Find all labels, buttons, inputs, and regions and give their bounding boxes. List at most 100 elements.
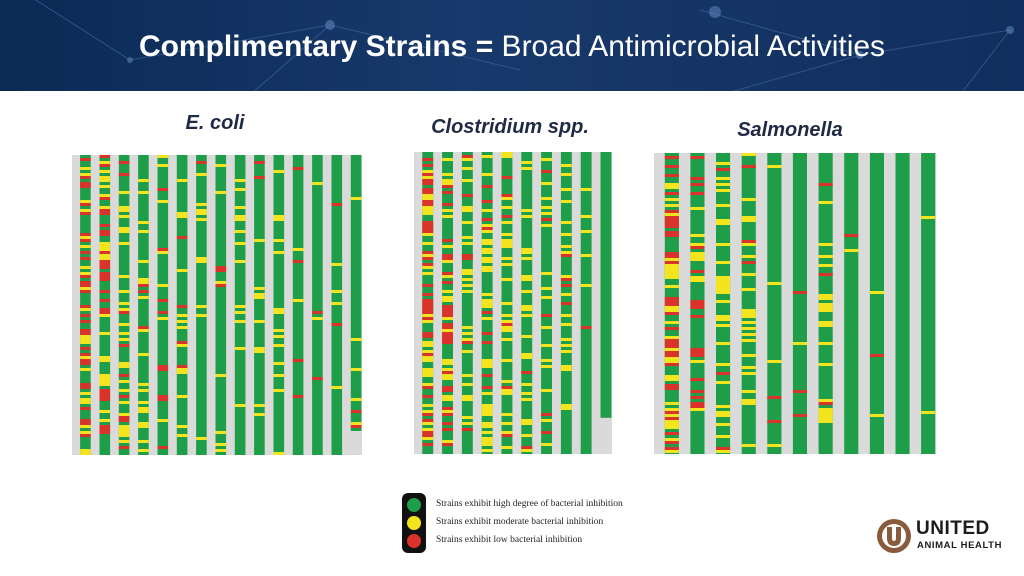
heatmap-cell <box>690 300 705 303</box>
heatmap-cell <box>273 218 285 221</box>
logo-subtitle: ANIMAL HEALTH <box>917 540 1003 551</box>
heatmap-cell <box>442 410 453 413</box>
heatmap-column <box>99 155 111 455</box>
heatmap-cell <box>481 404 493 407</box>
heatmap-cell <box>99 374 111 377</box>
heatmap-cell <box>741 219 756 222</box>
heatmap-cell <box>99 254 111 257</box>
heatmap-column <box>292 155 304 455</box>
heatmap-column <box>215 155 227 455</box>
heatmap-cell <box>118 290 130 293</box>
heatmap-cell <box>541 182 552 185</box>
heatmap-cell <box>422 428 434 431</box>
heatmap-cell <box>664 423 679 426</box>
heatmap-cell <box>501 320 513 323</box>
heatmap-cell <box>818 402 833 405</box>
heatmap-cell <box>422 176 434 179</box>
heatmap-cell <box>138 410 149 413</box>
heatmap-cell <box>521 314 533 317</box>
heatmap-cell <box>422 317 434 320</box>
legend-label-moderate: Strains exhibit moderate bacterial inhib… <box>436 517 604 527</box>
heatmap-cell <box>215 266 227 269</box>
heatmap-cell <box>118 413 130 416</box>
heatmap-cell <box>99 161 111 164</box>
heatmap-cell <box>664 174 679 177</box>
heatmap-cell <box>442 395 453 398</box>
heatmap-cell <box>741 216 756 219</box>
heatmap-cell <box>99 428 111 431</box>
heatmap-cell <box>234 179 246 182</box>
heatmap-cell <box>716 261 731 264</box>
heatmap-cell <box>844 249 859 252</box>
heatmap-cell <box>118 419 130 422</box>
heatmap-cell <box>422 230 434 233</box>
heatmap-cell <box>664 285 679 288</box>
heatmap-column <box>273 155 285 455</box>
heatmap-cell <box>442 203 453 206</box>
heatmap-cell <box>481 299 493 302</box>
heatmap-cell <box>481 413 493 416</box>
heatmap-clostridium <box>414 152 612 454</box>
heatmap-cell <box>664 321 679 324</box>
heatmap-cell <box>99 314 111 317</box>
heatmap-cell <box>521 308 533 311</box>
heatmap-cell <box>422 209 434 212</box>
heatmap-cell <box>818 297 833 300</box>
heatmap-cell <box>422 158 434 161</box>
heatmap-cell <box>118 416 130 419</box>
heatmap-cell <box>664 432 679 435</box>
heatmap-cell <box>176 212 188 215</box>
heatmap-cell <box>215 269 227 272</box>
heatmap-cell <box>521 383 533 386</box>
heatmap-column <box>254 155 265 455</box>
heatmap-cell <box>80 272 91 275</box>
heatmap-cell <box>461 278 473 281</box>
heatmap-cell <box>501 257 513 260</box>
heatmap-cell <box>481 251 493 254</box>
heatmap-cell <box>422 284 434 287</box>
page-title-bold: Complimentary Strains = <box>138 30 494 63</box>
heatmap-cell <box>501 386 513 389</box>
heatmap-cell <box>690 348 705 351</box>
heatmap-cell <box>80 308 91 311</box>
heatmap-cell <box>80 200 91 203</box>
heatmap-cell <box>664 270 679 273</box>
heatmap-cell <box>690 360 705 363</box>
heatmap-cell <box>664 225 679 228</box>
heatmap-cell <box>273 389 285 392</box>
heatmap-cell <box>312 182 323 185</box>
heatmap-cell <box>741 243 756 246</box>
heatmap-cell <box>741 165 756 168</box>
heatmap-cell <box>664 252 679 255</box>
heatmap-cell <box>273 170 285 173</box>
heatmap-cell <box>560 365 572 368</box>
heatmap-column <box>157 155 169 455</box>
heatmap-cell <box>80 203 91 206</box>
network-background-icon <box>34 0 1014 91</box>
heatmap-cell <box>818 183 833 186</box>
heatmap-cell <box>461 206 473 209</box>
heatmap-cell <box>481 410 493 413</box>
heatmap-cell <box>664 450 679 453</box>
heatmap-cell <box>99 224 111 227</box>
heatmap-cell <box>176 365 188 368</box>
heatmap-cell <box>292 248 304 251</box>
heatmap-cell <box>690 390 705 393</box>
heatmap-cell <box>80 209 91 212</box>
heatmap-cell <box>422 443 434 446</box>
heatmap-cell <box>138 401 149 404</box>
heatmap-cell <box>138 281 149 284</box>
heatmap-cell <box>690 378 705 381</box>
heatmap-cell <box>716 423 731 426</box>
heatmap-cell <box>442 413 453 416</box>
heatmap-cell <box>664 354 679 357</box>
heatmap-cell <box>118 227 130 230</box>
heatmap-cell <box>422 335 434 338</box>
heatmap-cell <box>716 162 731 165</box>
heatmap-cell <box>80 398 91 401</box>
heatmap-cell <box>461 236 473 239</box>
yellow-light-icon <box>407 516 421 530</box>
heatmap-cell <box>481 269 493 272</box>
heatmap-cell <box>157 164 169 167</box>
heatmap-cell <box>138 221 149 224</box>
